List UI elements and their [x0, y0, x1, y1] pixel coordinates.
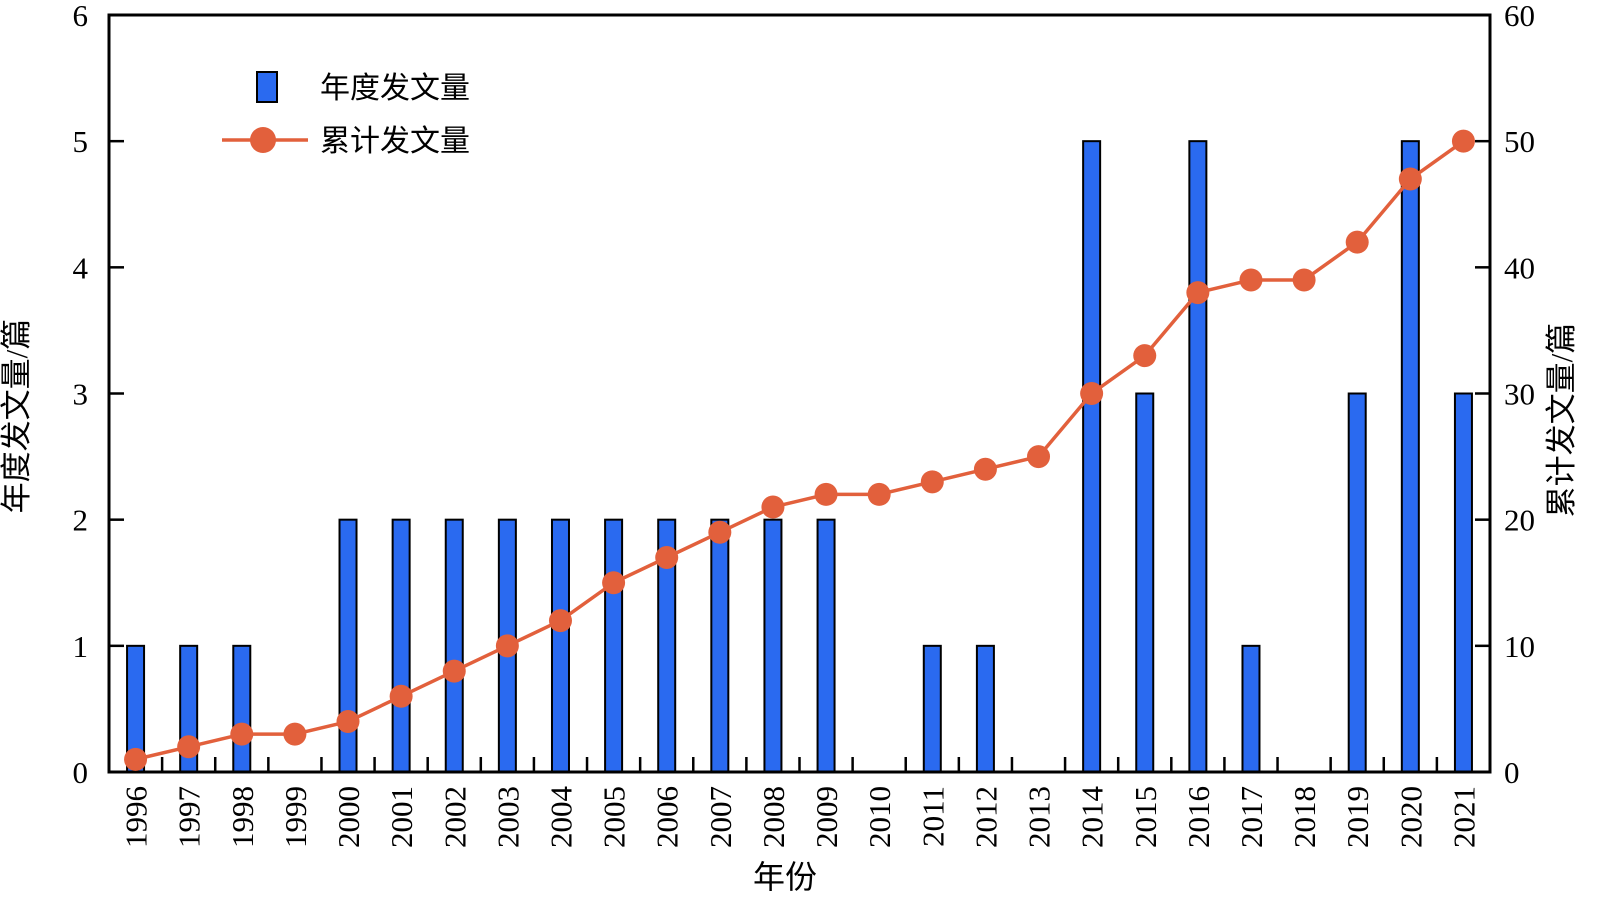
cumulative-marker-1997 [177, 735, 201, 759]
x-axis-label-2002: 2002 [437, 786, 472, 848]
cumulative-marker-2016 [1186, 281, 1210, 305]
cumulative-marker-2020 [1398, 167, 1422, 191]
cumulative-marker-2011 [920, 470, 944, 494]
x-axis-label-2019: 2019 [1340, 786, 1375, 848]
legend-marker-swatch-icon [250, 127, 276, 153]
cumulative-marker-2012 [973, 457, 997, 481]
x-axis-title: 年份 [753, 859, 817, 895]
x-axis-label-2021: 2021 [1446, 786, 1481, 848]
cumulative-marker-2003 [495, 634, 519, 658]
legend-label-cumulative: 累计发文量 [320, 125, 470, 158]
bar-2021 [1453, 392, 1473, 773]
cumulative-line [135, 139, 1465, 762]
cumulative-marker-2004 [548, 609, 572, 633]
bar-2007 [710, 518, 730, 774]
x-axis-label-2009: 2009 [809, 786, 844, 848]
bar-2002 [444, 518, 464, 774]
cumulative-marker-2014 [1080, 382, 1104, 405]
x-axis-label-2012: 2012 [968, 786, 1003, 848]
cumulative-marker-1998 [230, 722, 254, 746]
x-axis-label-2000: 2000 [331, 786, 366, 848]
cumulative-marker-2018 [1292, 268, 1316, 292]
cumulative-marker-1996 [124, 747, 148, 771]
right-axis-tick-label: 20 [1504, 503, 1535, 538]
cumulative-marker-2007 [708, 520, 732, 544]
x-axis-label-2001: 2001 [384, 786, 419, 848]
left-axis-tick-label: 3 [73, 377, 89, 412]
right-axis-tick-label: 40 [1504, 250, 1535, 285]
cumulative-marker-2000 [336, 710, 360, 734]
right-axis-tick-label: 30 [1504, 377, 1535, 412]
right-axis-title: 累计发文量/篇 [1544, 323, 1579, 518]
x-axis-label-2018: 2018 [1287, 786, 1322, 848]
bar-2012 [975, 644, 995, 773]
right-axis-tick-label: 50 [1504, 124, 1535, 159]
bar-2008 [763, 518, 783, 774]
x-axis-label-2008: 2008 [756, 786, 791, 848]
legend-label-annual: 年度发文量 [320, 72, 470, 105]
cumulative-marker-2005 [602, 571, 626, 595]
x-axis-label-2006: 2006 [650, 786, 685, 848]
cumulative-marker-2006 [655, 546, 679, 570]
cumulative-marker-1999 [283, 722, 307, 746]
bar-2016 [1188, 140, 1208, 773]
bar-2004 [550, 518, 570, 774]
cumulative-marker-2010 [867, 482, 891, 506]
bar-2011 [922, 644, 942, 773]
bar-2001 [391, 518, 411, 774]
x-axis-label-2003: 2003 [490, 786, 525, 848]
left-axis-tick-label: 2 [73, 503, 89, 538]
x-axis-label-1997: 1997 [172, 786, 207, 848]
bar-1998 [232, 644, 252, 773]
x-axis-label-2007: 2007 [703, 786, 738, 848]
cumulative-marker-2021 [1451, 129, 1475, 153]
cumulative-marker-2001 [389, 684, 413, 708]
left-axis-tick-label: 4 [73, 250, 89, 285]
x-axis-label-1998: 1998 [225, 786, 260, 848]
bar-2009 [816, 518, 836, 774]
right-axis-tick-label: 60 [1504, 0, 1535, 33]
cumulative-marker-2008 [761, 495, 785, 519]
cumulative-marker-2017 [1239, 268, 1263, 292]
left-axis-tick-label: 0 [73, 755, 89, 790]
x-axis-label-2014: 2014 [1075, 786, 1110, 849]
x-axis-label-2015: 2015 [1128, 786, 1163, 848]
x-axis-label-2017: 2017 [1234, 786, 1269, 848]
left-axis-tick-label: 6 [73, 0, 89, 33]
left-axis-tick-label: 1 [73, 629, 89, 664]
x-axis-label-1999: 1999 [278, 786, 313, 848]
x-axis-label-2020: 2020 [1393, 786, 1428, 848]
cumulative-marker-2013 [1027, 445, 1051, 469]
x-axis-label-2016: 2016 [1181, 786, 1216, 848]
cumulative-marker-2009 [814, 482, 838, 506]
right-axis-tick-label: 10 [1504, 629, 1535, 664]
x-axis-label-2010: 2010 [862, 786, 897, 848]
bar-2019 [1347, 392, 1367, 773]
left-axis-title: 年度发文量/篇 [0, 319, 34, 514]
right-axis-tick-label: 0 [1504, 755, 1520, 790]
plot-frame [107, 13, 1492, 774]
cumulative-marker-2019 [1345, 230, 1369, 254]
cumulative-marker-2002 [442, 659, 466, 683]
bar-2005 [604, 518, 624, 774]
x-axis-label-2004: 2004 [543, 786, 578, 849]
legend-bar-swatch-icon [256, 71, 278, 103]
x-axis-label-2011: 2011 [915, 786, 950, 847]
bar-2017 [1241, 644, 1261, 773]
x-axis-label-1996: 1996 [119, 786, 154, 848]
cumulative-marker-2015 [1133, 344, 1157, 368]
x-axis-label-2005: 2005 [597, 786, 632, 848]
left-axis-tick-label: 5 [73, 124, 89, 159]
bar-2014 [1082, 140, 1102, 773]
bar-2020 [1400, 140, 1420, 773]
bar-2015 [1135, 392, 1155, 773]
x-axis-label-2013: 2013 [1022, 786, 1057, 848]
bar-2000 [338, 518, 358, 774]
